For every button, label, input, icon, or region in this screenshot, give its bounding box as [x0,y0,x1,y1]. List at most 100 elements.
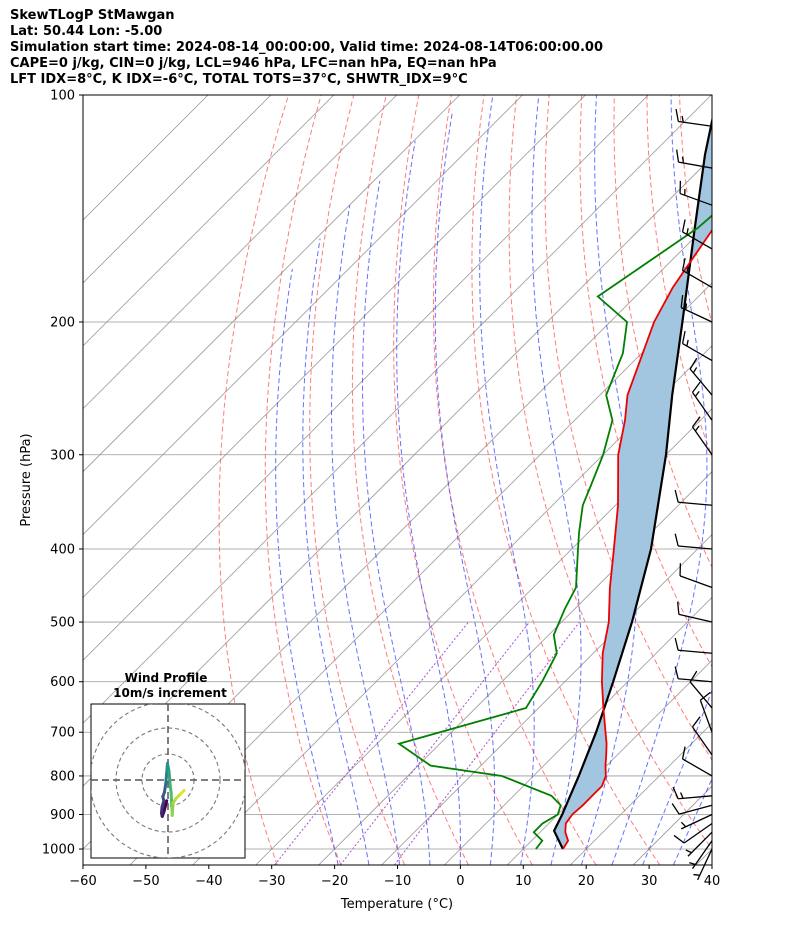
wind-barb [691,381,713,421]
isotherm-line [192,345,712,865]
x-tick-label: 0 [456,874,464,889]
dry-adiabat [264,95,342,865]
isotherm-line [83,95,272,284]
wind-barb [676,149,713,169]
y-tick-label: 900 [50,808,75,823]
dry-adiabat [646,95,712,459]
wind-barb [681,257,713,289]
x-axis-label: Temperature (°C) [340,897,453,912]
wind-barb [689,357,713,396]
simulation-times: Simulation start time: 2024-08-14_00:00:… [10,40,603,55]
wind-barb [691,416,713,456]
moist-adiabat [275,268,339,865]
hodograph-segment [169,790,174,805]
x-tick-label: 30 [641,874,658,889]
moist-adiabats [275,95,712,865]
wind-barb [673,822,713,844]
isotherm-line [83,95,712,724]
wind-barb [674,666,713,683]
cin-shading [554,121,712,849]
y-tick-label: 200 [50,315,75,330]
dry-adiabat [218,95,289,865]
y-tick-label: 600 [50,675,75,690]
wind-barb [693,848,713,881]
x-tick-label: −20 [321,874,348,889]
wind-barb [681,746,713,777]
moist-adiabat [580,95,639,865]
wind-profile-inset: Wind Profile 10m/s increment [90,671,246,859]
mixing-ratio-lines [274,621,580,865]
temperature-line [562,228,712,850]
y-tick-label: 400 [50,542,75,557]
isotherm-line [83,95,398,410]
moist-adiabat [703,847,712,865]
wind-barb [681,219,713,250]
y-tick-label: 100 [50,89,75,104]
moist-adiabat [330,205,400,865]
y-axis-label: Pressure (hPa) [19,433,34,526]
moist-adiabat [434,110,496,865]
isotherm-line [83,95,649,661]
dry-adiabat [393,95,533,865]
dry-adiabat [432,95,597,865]
dry-adiabat [309,95,406,865]
profile-lines [396,115,712,850]
wind-barb [699,691,713,733]
stability-indices-2: LFT IDX=8°C, K IDX=-6°C, TOTAL TOTS=37°C… [10,72,468,87]
wind-barb [691,716,713,756]
isotherm-line [83,95,523,536]
mixing-ratio-line [274,621,469,865]
x-tick-label: 20 [578,874,595,889]
isotherm-line [83,95,460,473]
hodograph-segment [162,799,169,813]
dry-adiabat [471,95,661,865]
wind-barb [689,840,713,869]
dry-adiabat [745,95,794,865]
y-tick-label: 300 [50,448,75,463]
isotherm-line [759,95,794,865]
y-tick-label: 1000 [42,843,75,858]
cape-cin-fill [554,121,712,849]
title-block: SkewTLogP StMawgan Lat: 50.44 Lon: -5.00… [10,8,603,88]
isotherm-line [318,471,712,865]
y-tick-label: 800 [50,769,75,784]
wind-barb [674,637,713,654]
y-tick-label: 500 [50,616,75,631]
dry-adiabat [711,95,712,102]
hodograph-segment [170,801,175,817]
wind-barb [674,533,713,550]
wind-barb [671,803,713,815]
dry-adiabat [351,95,469,865]
moist-adiabat [362,180,431,865]
inset-subtitle: 10m/s increment [113,686,227,700]
isotherm-line [381,533,712,865]
wind-barb [679,563,713,589]
parcel-profile-line [552,115,712,850]
dewpoint-line [396,214,712,850]
x-tick-label: 40 [704,874,721,889]
hodograph-segment [178,788,186,797]
moist-adiabat [396,140,461,865]
wind-barb [672,786,713,800]
moist-adiabat [531,95,582,865]
dry-adiabat [579,95,712,668]
wind-barb [681,331,713,362]
wind-barb [674,489,713,506]
wind-barb [679,180,713,206]
axis-ticks: −60 −50 −40 −30 −20 −10 0 10 20 30 40 1000 900 800 700… [42,89,720,890]
moist-adiabat [642,688,712,865]
x-tick-label: −60 [69,874,96,889]
isotherm-line [255,408,712,865]
inset-title: Wind Profile [125,671,208,685]
x-tick-label: −40 [195,874,222,889]
y-tick-label: 700 [50,726,75,741]
isotherm-line [83,95,586,598]
mixing-ratio-line [393,621,580,865]
isotherm-line [129,282,712,865]
moist-adiabat [672,777,712,865]
mixing-ratio-line [339,621,530,865]
wind-barb [685,831,713,857]
wind-barb [680,813,713,830]
stability-indices-1: CAPE=0 j/kg, CIN=0 j/kg, LCL=946 hPa, LF… [10,56,497,71]
